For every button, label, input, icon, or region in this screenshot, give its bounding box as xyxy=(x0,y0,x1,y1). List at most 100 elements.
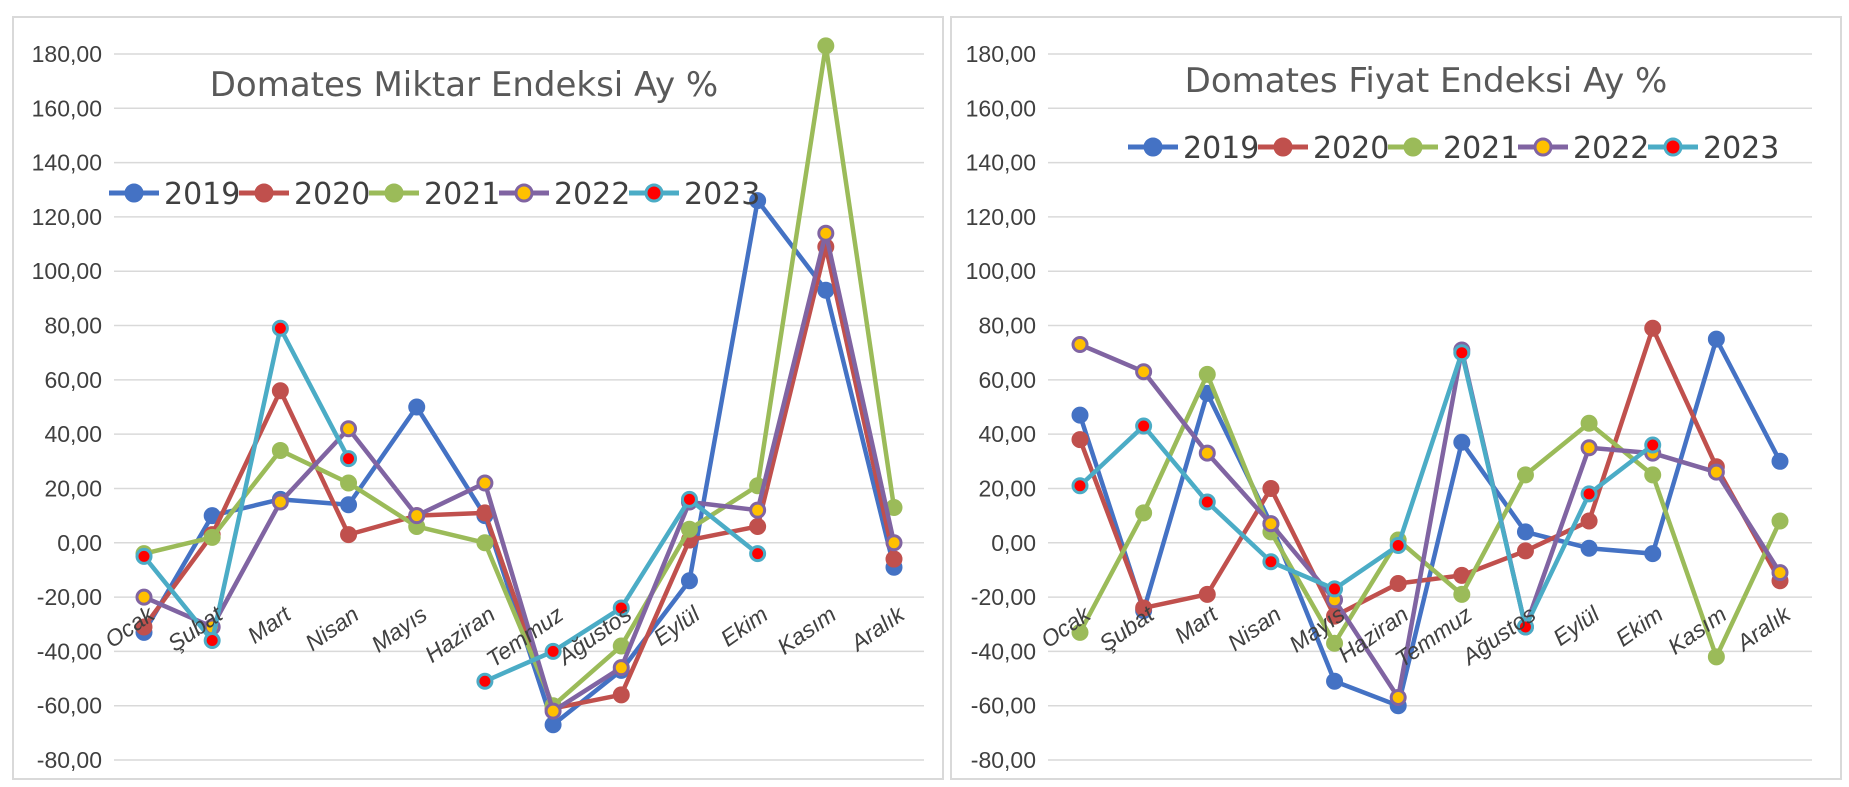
data-point-2020 xyxy=(1198,585,1216,603)
data-point-2020 xyxy=(271,382,289,400)
legend-label-2022: 2022 xyxy=(554,177,630,212)
data-point-2022 xyxy=(612,659,630,677)
data-point-2020 xyxy=(1262,479,1280,497)
y-tick-label: 0,00 xyxy=(991,530,1036,556)
legend-marker-2020 xyxy=(254,183,274,203)
data-point-2023 xyxy=(612,599,630,617)
y-tick-label: 100,00 xyxy=(32,258,102,284)
data-point-2020 xyxy=(612,686,630,704)
data-point-2019 xyxy=(408,398,426,416)
data-point-2019 xyxy=(1453,433,1471,451)
data-point-2021 xyxy=(203,528,221,546)
x-category-label: Eylül xyxy=(649,600,705,650)
data-point-2019 xyxy=(1771,452,1789,470)
miktar-chart: -80,00 -60,00 -40,00 -20,00 0,00 20,00 40,00 60… xyxy=(32,37,924,773)
data-point-2019 xyxy=(1644,545,1662,563)
y-tick-label: -80,00 xyxy=(37,747,102,773)
gridlines xyxy=(1048,53,1812,761)
data-point-2023 xyxy=(1453,344,1471,362)
data-point-2022 xyxy=(408,507,426,525)
data-point-2019 xyxy=(1580,539,1598,557)
data-point-2022 xyxy=(271,493,289,511)
data-point-2023 xyxy=(135,547,153,565)
data-point-2022 xyxy=(1389,689,1407,707)
y-tick-label: 20,00 xyxy=(978,475,1036,501)
legend-marker-2022 xyxy=(1533,137,1553,157)
x-category-label: Eylül xyxy=(1548,600,1604,650)
y-tick-label: 120,00 xyxy=(32,204,102,230)
data-point-2021 xyxy=(1707,648,1725,666)
legend-label-2023: 2023 xyxy=(1703,131,1779,166)
data-point-2023 xyxy=(1644,436,1662,454)
data-point-2023 xyxy=(1326,580,1344,598)
data-point-2020 xyxy=(1644,319,1662,337)
x-category-label: Ekim xyxy=(716,601,773,652)
data-point-2023 xyxy=(271,319,289,337)
legend-marker-2023 xyxy=(1663,137,1683,157)
legend-marker-2020 xyxy=(1273,137,1293,157)
data-point-2023 xyxy=(749,545,767,563)
series-line-2023 xyxy=(1077,350,1655,630)
legend-marker-2019 xyxy=(124,183,144,203)
data-point-2021 xyxy=(1198,365,1216,383)
data-point-2023 xyxy=(680,490,698,508)
series-2020 xyxy=(1071,319,1789,625)
legend-marker-2022 xyxy=(514,183,534,203)
legend-label-2022: 2022 xyxy=(1573,131,1649,166)
y-tick-label: 120,00 xyxy=(966,204,1036,230)
x-category-label: Nisan xyxy=(1223,601,1286,656)
series-line-2021 xyxy=(1077,372,1783,660)
data-point-2021 xyxy=(1644,466,1662,484)
data-point-2023 xyxy=(1135,417,1153,435)
series-line-2022 xyxy=(141,230,897,714)
y-tick-label: 100,00 xyxy=(966,258,1036,284)
x-category-label: Aralık xyxy=(844,600,910,657)
data-point-2019 xyxy=(1071,406,1089,424)
y-tick-label: -40,00 xyxy=(971,638,1036,664)
series-2022 xyxy=(135,224,903,720)
legend: 2019 2020 2021 2022 2023 xyxy=(109,177,760,212)
miktar-chart-panel: -80,00 -60,00 -40,00 -20,00 0,00 20,00 40,00 60… xyxy=(12,16,944,780)
legend-marker-2023 xyxy=(644,183,664,203)
data-point-2022 xyxy=(544,702,562,720)
data-point-2021 xyxy=(1453,585,1471,603)
data-point-2021 xyxy=(271,441,289,459)
data-point-2022 xyxy=(476,474,494,492)
data-point-2019 xyxy=(1516,523,1534,541)
y-tick-label: 160,00 xyxy=(966,95,1036,121)
data-point-2019 xyxy=(340,496,358,514)
legend-marker-2021 xyxy=(384,183,404,203)
legend-label-2021: 2021 xyxy=(424,177,500,212)
data-point-2019 xyxy=(817,281,835,299)
data-point-2021 xyxy=(680,520,698,538)
data-point-2023 xyxy=(1198,493,1216,511)
legend-marker-2019 xyxy=(1143,137,1163,157)
data-point-2020 xyxy=(135,618,153,636)
data-point-2023 xyxy=(203,632,221,650)
data-point-2023 xyxy=(476,672,494,690)
data-point-2022 xyxy=(749,501,767,519)
y-tick-label: 20,00 xyxy=(44,475,102,501)
x-category-label: Mart xyxy=(1170,600,1224,649)
x-category-label: Nisan xyxy=(300,601,363,656)
data-point-2022 xyxy=(885,534,903,552)
data-point-2019 xyxy=(1326,672,1344,690)
data-point-2021 xyxy=(1135,504,1153,522)
y-tick-label: 60,00 xyxy=(978,367,1036,393)
y-tick-label: 40,00 xyxy=(978,421,1036,447)
data-point-2020 xyxy=(1071,431,1089,449)
y-axis-ticks: -80,00 -60,00 -40,00 -20,00 0,00 20,00 40,00 60… xyxy=(32,41,102,773)
legend: 2019 2020 2021 2022 2023 xyxy=(1128,131,1779,166)
data-point-2022 xyxy=(1707,463,1725,481)
x-category-label: Ekim xyxy=(1611,601,1668,652)
data-point-2020 xyxy=(1326,607,1344,625)
series-line-2022 xyxy=(1077,342,1783,700)
data-point-2022 xyxy=(1135,363,1153,381)
x-category-label: Ocak xyxy=(1036,600,1096,653)
fiyat-chart-panel: -80,00 -60,00 -40,00 -20,00 0,00 20,00 40,00 60… xyxy=(950,16,1842,780)
data-point-2019 xyxy=(1707,330,1725,348)
y-tick-label: -60,00 xyxy=(37,693,102,719)
y-tick-label: 80,00 xyxy=(978,313,1036,339)
data-point-2022 xyxy=(1771,564,1789,582)
data-point-2021 xyxy=(817,37,835,55)
